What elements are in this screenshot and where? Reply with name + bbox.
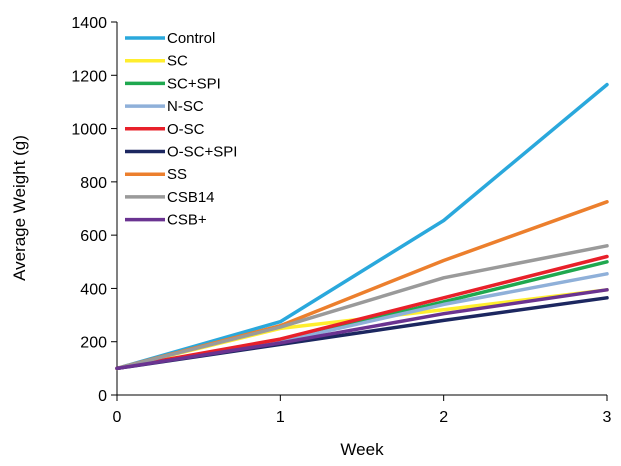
legend-label-csb-: CSB+ — [167, 212, 207, 229]
y-tick-label: 1200 — [71, 68, 107, 85]
y-tick-label: 400 — [80, 281, 107, 298]
x-tick-label: 0 — [113, 409, 122, 426]
series-lines — [115, 82, 609, 371]
legend-label-sc: SC — [167, 53, 188, 70]
series-line-control — [115, 82, 609, 371]
x-axis-title: Week — [340, 440, 384, 459]
series-line-csb14 — [115, 244, 609, 371]
legend: Control SC SC+SPI N-SC O-SC O-SC+SPI SS CSB14 CS… — [125, 30, 237, 229]
y-axis-title: Average Weight (g) — [10, 135, 29, 281]
axes: 0 200 400 600 800 1000 1200 1400 0 1 2 3 — [71, 15, 611, 426]
x-tick-label: 1 — [276, 409, 285, 426]
y-tick-label: 600 — [80, 228, 107, 245]
x-tick-label: 3 — [603, 409, 612, 426]
legend-label-control: Control — [167, 30, 215, 47]
y-tick-label: 1400 — [71, 15, 107, 32]
legend-label-n-sc: N-SC — [167, 98, 204, 115]
legend-label-csb14: CSB14 — [167, 189, 215, 206]
legend-label-o-sc-spi: O-SC+SPI — [167, 144, 237, 161]
series-line-csb- — [115, 288, 609, 371]
y-tick-label: 800 — [80, 175, 107, 192]
legend-label-ss: SS — [167, 166, 187, 183]
series-line-o-sc — [115, 254, 609, 371]
x-tick-label: 2 — [439, 409, 448, 426]
legend-label-sc-spi: SC+SPI — [167, 75, 221, 92]
series-line-sc-spi — [115, 260, 609, 371]
legend-label-o-sc: O-SC — [167, 121, 205, 138]
y-tick-label: 1000 — [71, 122, 107, 139]
y-tick-label: 0 — [98, 388, 107, 405]
y-tick-label: 200 — [80, 335, 107, 352]
